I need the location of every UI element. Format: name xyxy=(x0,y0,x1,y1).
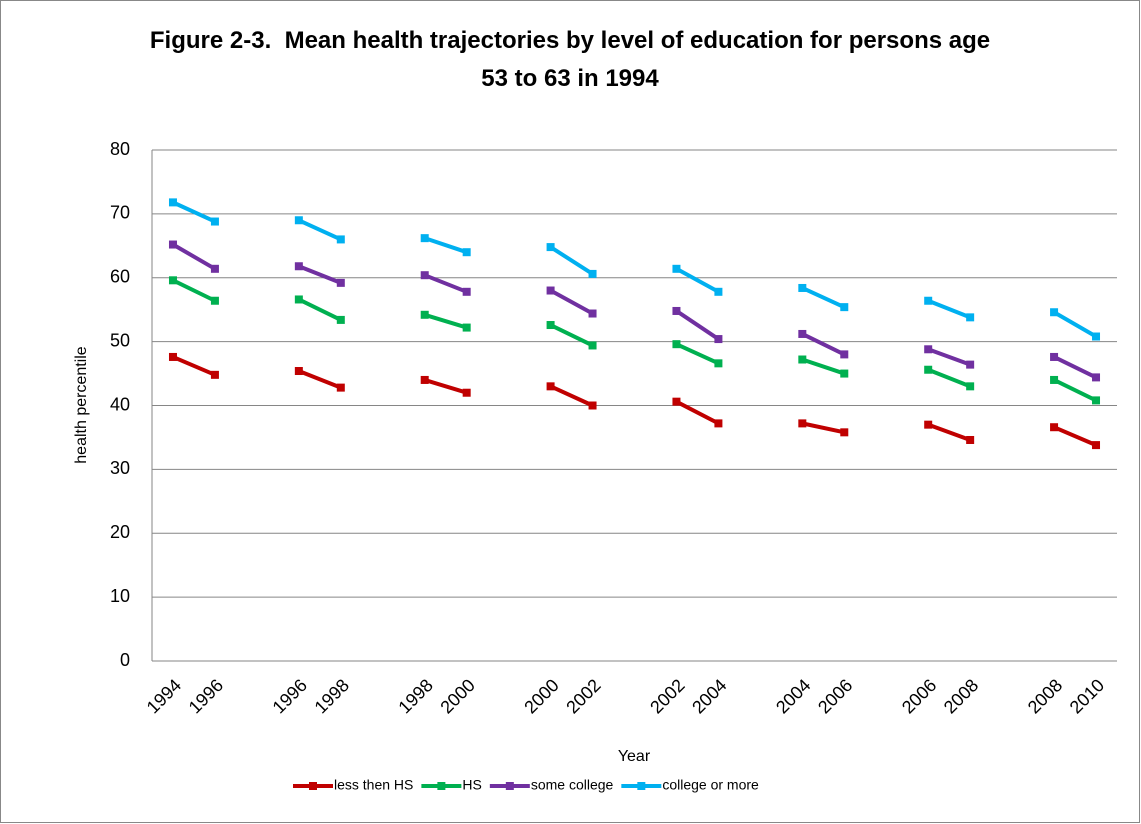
marker xyxy=(966,382,975,391)
marker xyxy=(714,335,723,344)
marker xyxy=(840,350,849,359)
legend-marker xyxy=(505,782,514,790)
marker xyxy=(798,329,807,338)
legend-marker xyxy=(309,782,317,790)
legend-marker xyxy=(437,782,446,790)
marker xyxy=(462,388,471,397)
marker xyxy=(588,401,597,410)
marker xyxy=(168,352,177,361)
marker xyxy=(168,240,177,249)
marker xyxy=(840,369,849,378)
marker xyxy=(588,269,597,278)
series-line xyxy=(172,200,1098,339)
marker xyxy=(336,315,345,324)
marker xyxy=(966,435,975,444)
marker xyxy=(168,276,177,285)
marker xyxy=(672,397,681,406)
marker xyxy=(168,198,177,207)
legend-label: less then HS xyxy=(334,777,413,793)
y-tick-label: 20 xyxy=(110,522,130,542)
marker xyxy=(798,283,807,292)
y-tick-label: 80 xyxy=(110,139,130,159)
marker xyxy=(294,295,303,304)
marker xyxy=(210,370,219,379)
y-tick-label: 30 xyxy=(110,458,130,478)
series-line xyxy=(172,355,1097,447)
marker xyxy=(420,234,429,243)
marker xyxy=(714,419,723,428)
marker xyxy=(294,367,303,376)
series-line xyxy=(172,278,1097,403)
marker xyxy=(546,243,555,252)
marker xyxy=(294,216,303,225)
marker xyxy=(420,310,429,319)
legend-marker xyxy=(637,782,646,790)
marker xyxy=(840,428,849,437)
marker xyxy=(546,321,555,330)
marker xyxy=(462,248,471,257)
marker xyxy=(1050,375,1059,384)
series-line xyxy=(171,242,1097,380)
marker xyxy=(420,271,429,280)
y-tick-label: 60 xyxy=(110,267,130,287)
marker xyxy=(1092,373,1101,382)
marker xyxy=(798,419,807,428)
marker xyxy=(462,287,471,296)
marker xyxy=(336,383,345,392)
marker xyxy=(210,217,219,226)
marker xyxy=(924,420,933,429)
marker xyxy=(714,287,723,296)
marker xyxy=(672,340,681,349)
marker xyxy=(294,262,303,271)
marker xyxy=(924,345,933,354)
legend-label: college or more xyxy=(662,777,759,793)
marker xyxy=(420,375,429,384)
marker xyxy=(588,341,597,350)
y-axis-label: health percentile xyxy=(73,346,90,464)
chart-title: Figure 2-3. Mean health trajectories by … xyxy=(149,27,997,92)
marker xyxy=(1092,441,1101,450)
y-tick-label: 50 xyxy=(110,330,130,350)
marker xyxy=(462,323,471,332)
marker xyxy=(1050,308,1059,317)
marker xyxy=(1092,332,1101,341)
marker xyxy=(588,309,597,318)
marker xyxy=(210,264,219,273)
marker xyxy=(1050,423,1059,432)
marker xyxy=(966,360,975,369)
marker xyxy=(336,235,345,244)
y-tick-label: 0 xyxy=(120,650,130,670)
marker xyxy=(1050,352,1059,361)
marker xyxy=(672,264,681,273)
marker xyxy=(336,278,345,287)
marker xyxy=(840,303,849,312)
legend-label: HS xyxy=(462,777,481,793)
x-axis-label: Year xyxy=(618,748,651,765)
marker xyxy=(546,382,555,391)
marker xyxy=(546,286,555,295)
y-tick-label: 10 xyxy=(110,586,130,606)
marker xyxy=(1092,396,1101,405)
legend-label: some college xyxy=(531,777,614,793)
marker xyxy=(714,359,723,368)
y-tick-label: 40 xyxy=(110,394,130,414)
y-tick-label: 70 xyxy=(110,203,130,223)
marker xyxy=(798,355,807,364)
marker xyxy=(210,296,219,305)
marker xyxy=(672,306,681,315)
marker xyxy=(924,296,933,305)
marker xyxy=(966,313,975,322)
marker xyxy=(924,365,933,374)
